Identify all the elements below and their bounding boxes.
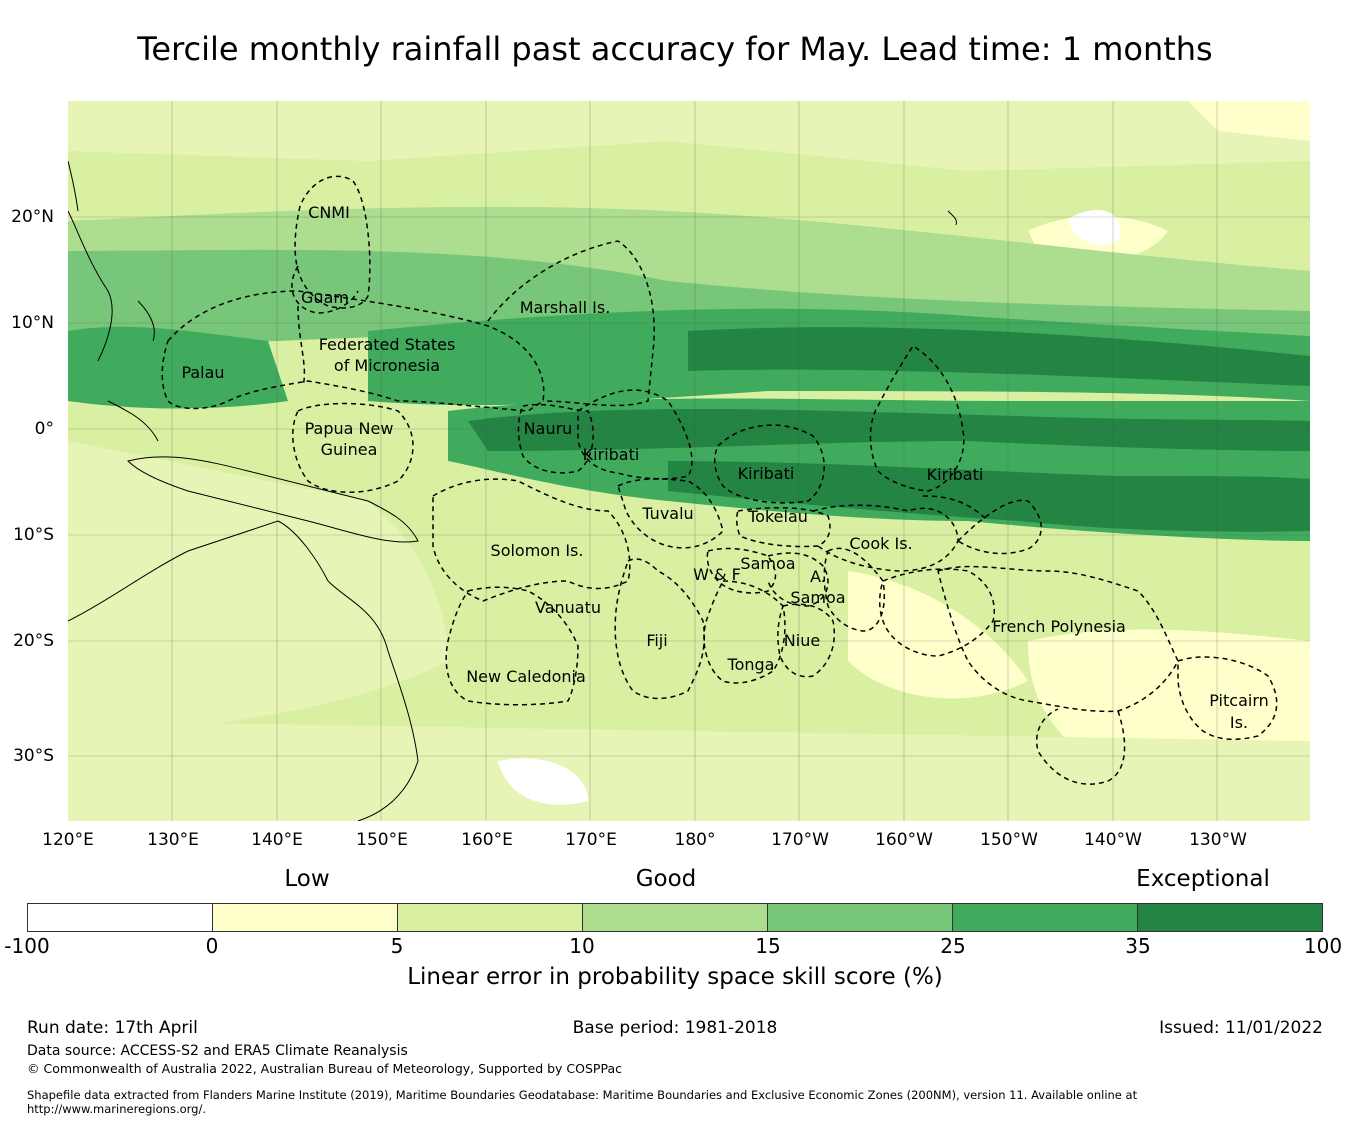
colorbar-label: Linear error in probability space skill … <box>407 964 943 990</box>
region-label-niue: Niue <box>784 631 820 650</box>
lon-label: 130°E <box>147 830 199 850</box>
lat-label: 0° <box>34 419 54 439</box>
region-label-tuvalu: Tuvalu <box>641 504 693 523</box>
lat-label: 10°N <box>11 313 54 333</box>
region-label-vanuatu: Vanuatu <box>535 598 601 617</box>
colorbar-segment <box>768 904 953 931</box>
region-label-tokelau: Tokelau <box>747 507 808 526</box>
colorbar-segment <box>953 904 1138 931</box>
region-label-american-samoa-line2: Samoa <box>790 588 845 607</box>
region-label-wallis-futuna: W & F <box>693 565 741 584</box>
white-patch <box>1068 210 1120 245</box>
region-label-cook-islands: Cook Is. <box>849 534 912 553</box>
colorbar-segment <box>213 904 398 931</box>
colorbar-tick: 0 <box>205 934 219 958</box>
colorbar-segment <box>398 904 583 931</box>
colorbar-category-good: Good <box>635 866 697 892</box>
lon-label: 150°W <box>980 830 1038 850</box>
skill-score-map: CNMI Guam Marshall Is. Federated States … <box>68 101 1310 821</box>
lon-label: 120°E <box>42 830 94 850</box>
region-label-solomon-islands: Solomon Is. <box>491 541 584 560</box>
region-label-fsm-line1: Federated States <box>319 335 456 354</box>
colorbar <box>27 903 1323 932</box>
lat-label: 10°S <box>13 525 54 545</box>
region-label-fsm-line2: of Micronesia <box>334 356 440 375</box>
region-label-palau: Palau <box>181 363 224 382</box>
lon-label: 140°E <box>251 830 303 850</box>
colorbar-tick: 5 <box>390 934 404 958</box>
region-label-png-line1: Papua New <box>305 419 394 438</box>
lat-label: 20°S <box>13 631 54 651</box>
lon-label: 140°W <box>1084 830 1142 850</box>
colorbar-segment <box>28 904 213 931</box>
green-band <box>68 206 1310 331</box>
colorbar-category-low: Low <box>284 866 330 892</box>
lon-label: 180° <box>674 830 716 850</box>
lat-label: 30°S <box>13 746 54 766</box>
copyright: © Commonwealth of Australia 2022, Austra… <box>27 1061 622 1076</box>
region-label-pitcairn-line2: Is. <box>1230 713 1248 732</box>
region-label-fiji: Fiji <box>646 631 667 650</box>
region-label-nauru: Nauru <box>524 419 573 438</box>
base-period: Base period: 1981-2018 <box>572 1018 778 1038</box>
pale-south-zone <box>68 721 1310 821</box>
region-label-cnmi: CNMI <box>308 203 350 222</box>
white-patch <box>498 758 588 805</box>
lon-label: 160°E <box>461 830 513 850</box>
lon-label: 150°E <box>356 830 408 850</box>
colorbar-tick: 100 <box>1303 934 1343 958</box>
region-label-tonga: Tonga <box>727 655 775 674</box>
shapefile-credit-line1: Shapefile data extracted from Flanders M… <box>27 1088 1138 1102</box>
lon-label: 170°W <box>771 830 829 850</box>
region-label-french-polynesia: French Polynesia <box>992 617 1126 636</box>
region-label-png-line2: Guinea <box>321 440 378 459</box>
pale-patch <box>1188 101 1310 141</box>
data-source: Data source: ACCESS-S2 and ERA5 Climate … <box>27 1043 408 1059</box>
region-label-samoa: Samoa <box>740 554 795 573</box>
coastlines <box>68 160 957 821</box>
high-skill-band <box>68 326 288 409</box>
colorbar-tick: -100 <box>4 934 50 958</box>
region-label-kiribati-gilbert: Kiribati <box>583 445 640 464</box>
region-label-marshall-islands: Marshall Is. <box>520 298 611 317</box>
lon-label: 170°E <box>565 830 617 850</box>
exceptional-band <box>688 327 1310 386</box>
pale-patch <box>848 571 1028 699</box>
colorbar-tick: 15 <box>755 934 781 958</box>
issued-date: Issued: 11/01/2022 <box>1159 1018 1323 1038</box>
region-label-guam: Guam <box>301 288 349 307</box>
region-label-new-caledonia: New Caledonia <box>466 667 586 686</box>
region-label-pitcairn-line1: Pitcairn <box>1209 691 1269 710</box>
colorbar-category-exceptional: Exceptional <box>1136 866 1270 892</box>
chart-title: Tercile monthly rainfall past accuracy f… <box>137 30 1213 68</box>
colorbar-segment <box>1138 904 1322 931</box>
run-date: Run date: 17th April <box>27 1018 198 1038</box>
lon-label: 130°W <box>1189 830 1247 850</box>
exceptional-band <box>668 461 1310 532</box>
region-label-kiribati-phoenix: Kiribati <box>738 464 795 483</box>
region-label-american-samoa-line1: A. <box>810 567 826 586</box>
pale-zone <box>68 441 448 741</box>
colorbar-segment <box>583 904 768 931</box>
lon-label: 160°W <box>875 830 933 850</box>
colorbar-tick: 25 <box>940 934 966 958</box>
shapefile-credit-line2: http://www.marineregions.org/. <box>27 1102 206 1116</box>
colorbar-tick: 35 <box>1125 934 1151 958</box>
colorbar-tick: 10 <box>569 934 595 958</box>
region-label-kiribati-line: Kiribati <box>927 465 984 484</box>
lat-label: 20°N <box>11 207 54 227</box>
eez-boundaries <box>161 175 1278 785</box>
pale-north-zone <box>68 101 1310 171</box>
